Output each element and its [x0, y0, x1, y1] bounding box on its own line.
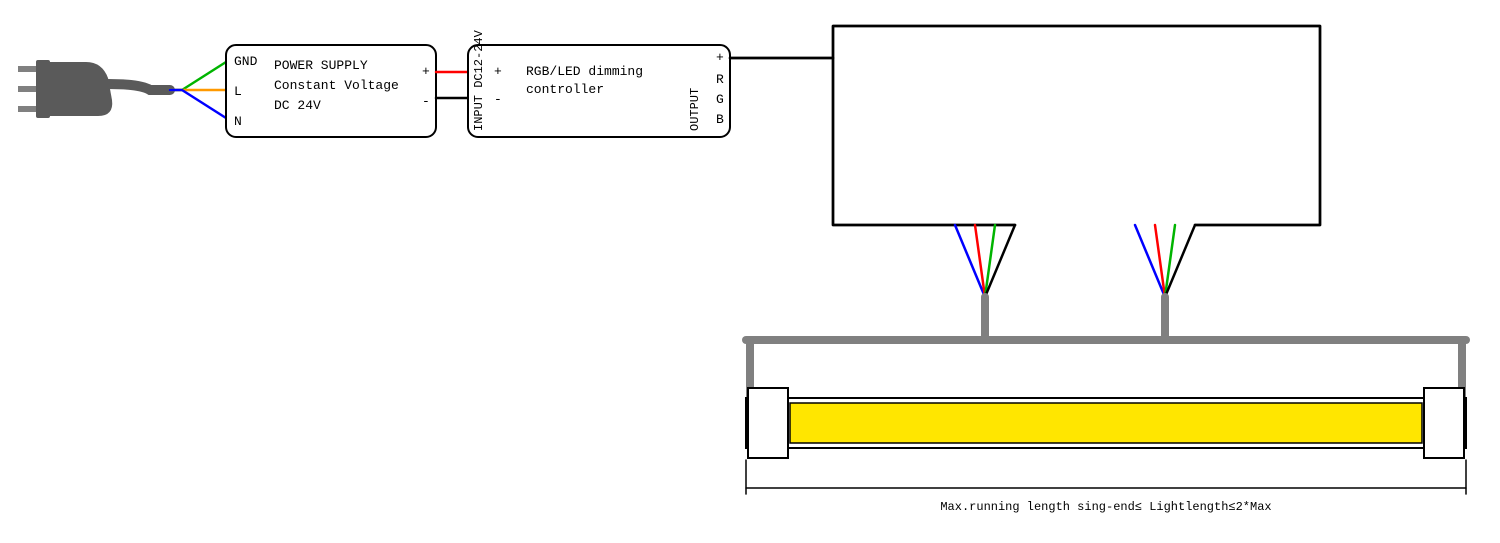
psu-line3: DC 24V	[274, 98, 321, 113]
ctrl-out-b: B	[716, 112, 724, 127]
wire-gnd	[170, 62, 226, 90]
ac-plug	[18, 60, 170, 118]
wire-plus-drop-left	[833, 58, 1015, 225]
psu-pin-plus: +	[422, 64, 430, 79]
psu-pin-gnd: GND	[234, 54, 258, 69]
ctrl-line2: controller	[526, 82, 604, 97]
wire-plus-rail	[730, 26, 1320, 225]
ctrl-out-g: G	[716, 92, 724, 107]
wire-plus-left	[833, 58, 1015, 225]
dimension-label: Max.running length sing-end≤ Lightlength…	[940, 500, 1271, 514]
wiring-diagram: GND LN POWER SUPPLY Constant Voltage DC 24V +…	[0, 0, 1500, 543]
wire-plus-right	[730, 26, 1320, 225]
psu-pin-n: N	[234, 114, 242, 129]
wire-n	[170, 90, 226, 118]
wire-g-rail	[730, 54, 1252, 225]
led-endcap-left	[748, 388, 788, 458]
psu-line2: Constant Voltage	[274, 78, 399, 93]
ctrl-out-plus: +	[716, 50, 724, 65]
wire-r-drop-left	[873, 78, 975, 225]
psu-title: POWER SUPPLY	[274, 58, 368, 73]
ctrl-input-label: INPUT DC12-24V	[472, 29, 486, 131]
psu-pin-minus: -	[422, 94, 430, 109]
ctrl-title: RGB/LED dimming	[526, 64, 643, 79]
wire-b-rail	[730, 68, 1218, 225]
psu-pin-l: L	[234, 84, 242, 99]
ctrl-out-r: R	[716, 72, 724, 87]
wire-g-drop-left	[995, 98, 1047, 225]
ctrl-output-label: OUTPUT	[688, 88, 702, 131]
led-endcap-right	[1424, 388, 1464, 458]
led-tube-core	[790, 403, 1422, 443]
ctrl-in-plus: +	[494, 64, 502, 79]
ctrl-in-minus: -	[494, 92, 502, 107]
wire-r-rail	[730, 40, 1286, 225]
wire-b-drop-left	[955, 118, 1087, 225]
